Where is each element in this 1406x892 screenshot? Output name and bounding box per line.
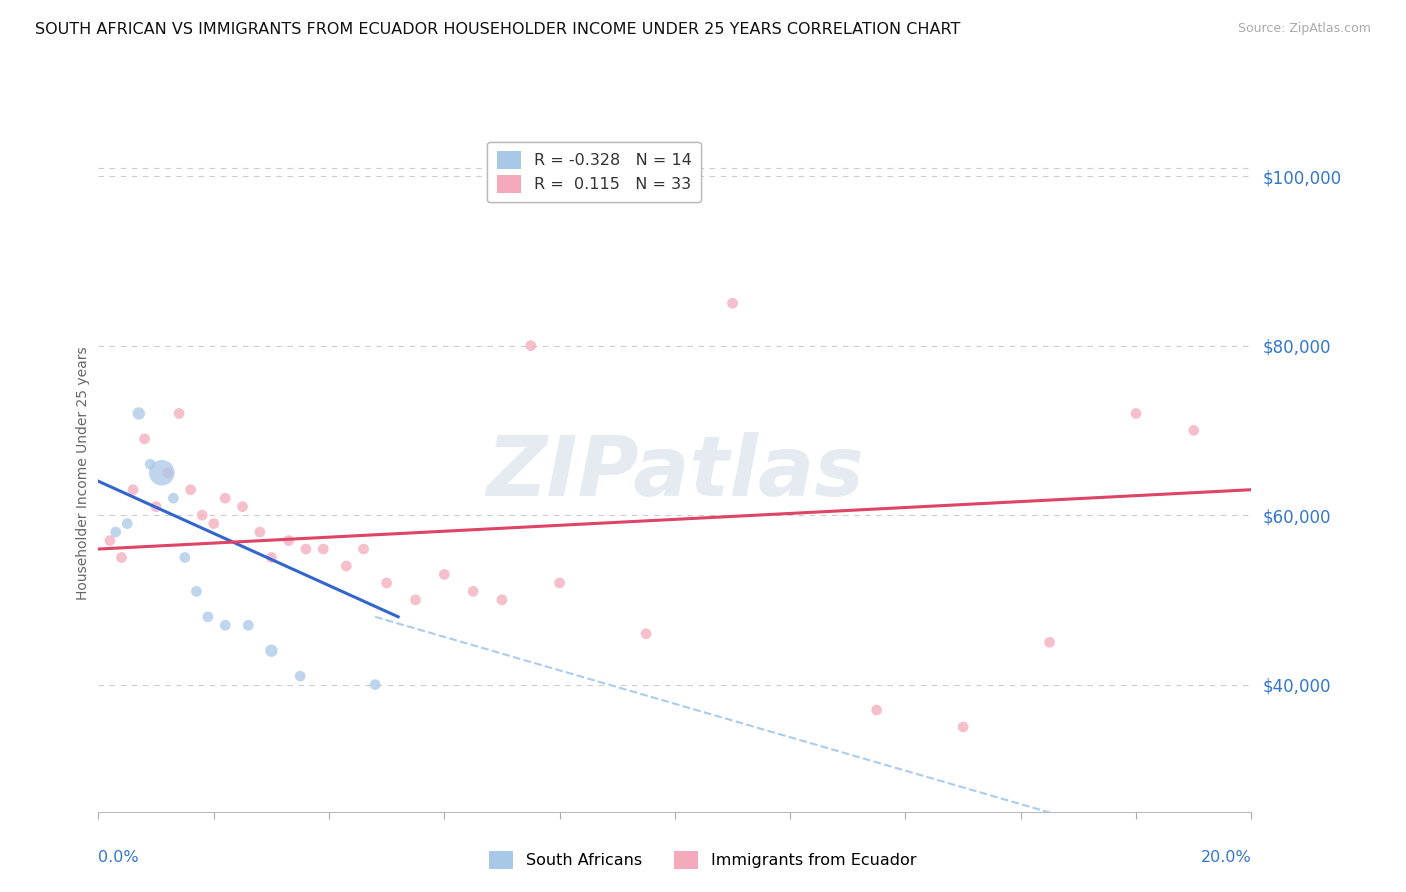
Point [104,524,127,539]
Point [433,567,456,582]
Point [180,483,202,497]
Text: 20.0%: 20.0% [1201,850,1251,865]
Point [405,592,427,607]
Point [865,703,889,717]
Point [214,491,236,505]
Point [231,500,254,514]
Point [295,541,318,557]
Point [202,516,225,531]
Point [134,432,156,446]
Point [117,516,138,531]
Point [162,491,184,505]
Point [1125,406,1147,420]
Point [277,533,299,548]
Point [214,618,236,632]
Point [145,500,167,514]
Point [1182,423,1205,437]
Point [110,550,132,565]
Text: SOUTH AFRICAN VS IMMIGRANTS FROM ECUADOR HOUSEHOLDER INCOME UNDER 25 YEARS CORRE: SOUTH AFRICAN VS IMMIGRANTS FROM ECUADOR… [35,22,960,37]
Point [548,576,571,591]
Point [375,576,398,591]
Point [461,584,484,599]
Point [353,541,375,557]
Point [1038,635,1062,649]
Point [186,584,208,599]
Point [139,457,162,471]
Point [312,541,335,557]
Point [520,338,543,352]
Point [156,466,179,480]
Y-axis label: Householder Income Under 25 years: Householder Income Under 25 years [76,346,90,599]
Legend: R = -0.328   N = 14, R =  0.115   N = 33: R = -0.328 N = 14, R = 0.115 N = 33 [488,142,702,202]
Point [335,558,357,573]
Point [364,678,387,692]
Point [197,610,219,624]
Point [174,550,197,565]
Point [191,508,214,522]
Point [290,669,312,683]
Point [167,406,190,420]
Point [491,592,513,607]
Point [98,533,121,548]
Point [260,550,283,565]
Point [952,720,974,734]
Legend: South Africans, Immigrants from Ecuador: South Africans, Immigrants from Ecuador [484,845,922,875]
Point [122,483,145,497]
Point [238,618,260,632]
Point [128,406,150,420]
Point [721,296,744,310]
Text: ZIPatlas: ZIPatlas [486,433,863,513]
Point [636,626,658,640]
Point [260,643,283,657]
Point [249,524,271,539]
Text: 0.0%: 0.0% [98,850,139,865]
Text: Source: ZipAtlas.com: Source: ZipAtlas.com [1237,22,1371,36]
Point [150,466,173,480]
